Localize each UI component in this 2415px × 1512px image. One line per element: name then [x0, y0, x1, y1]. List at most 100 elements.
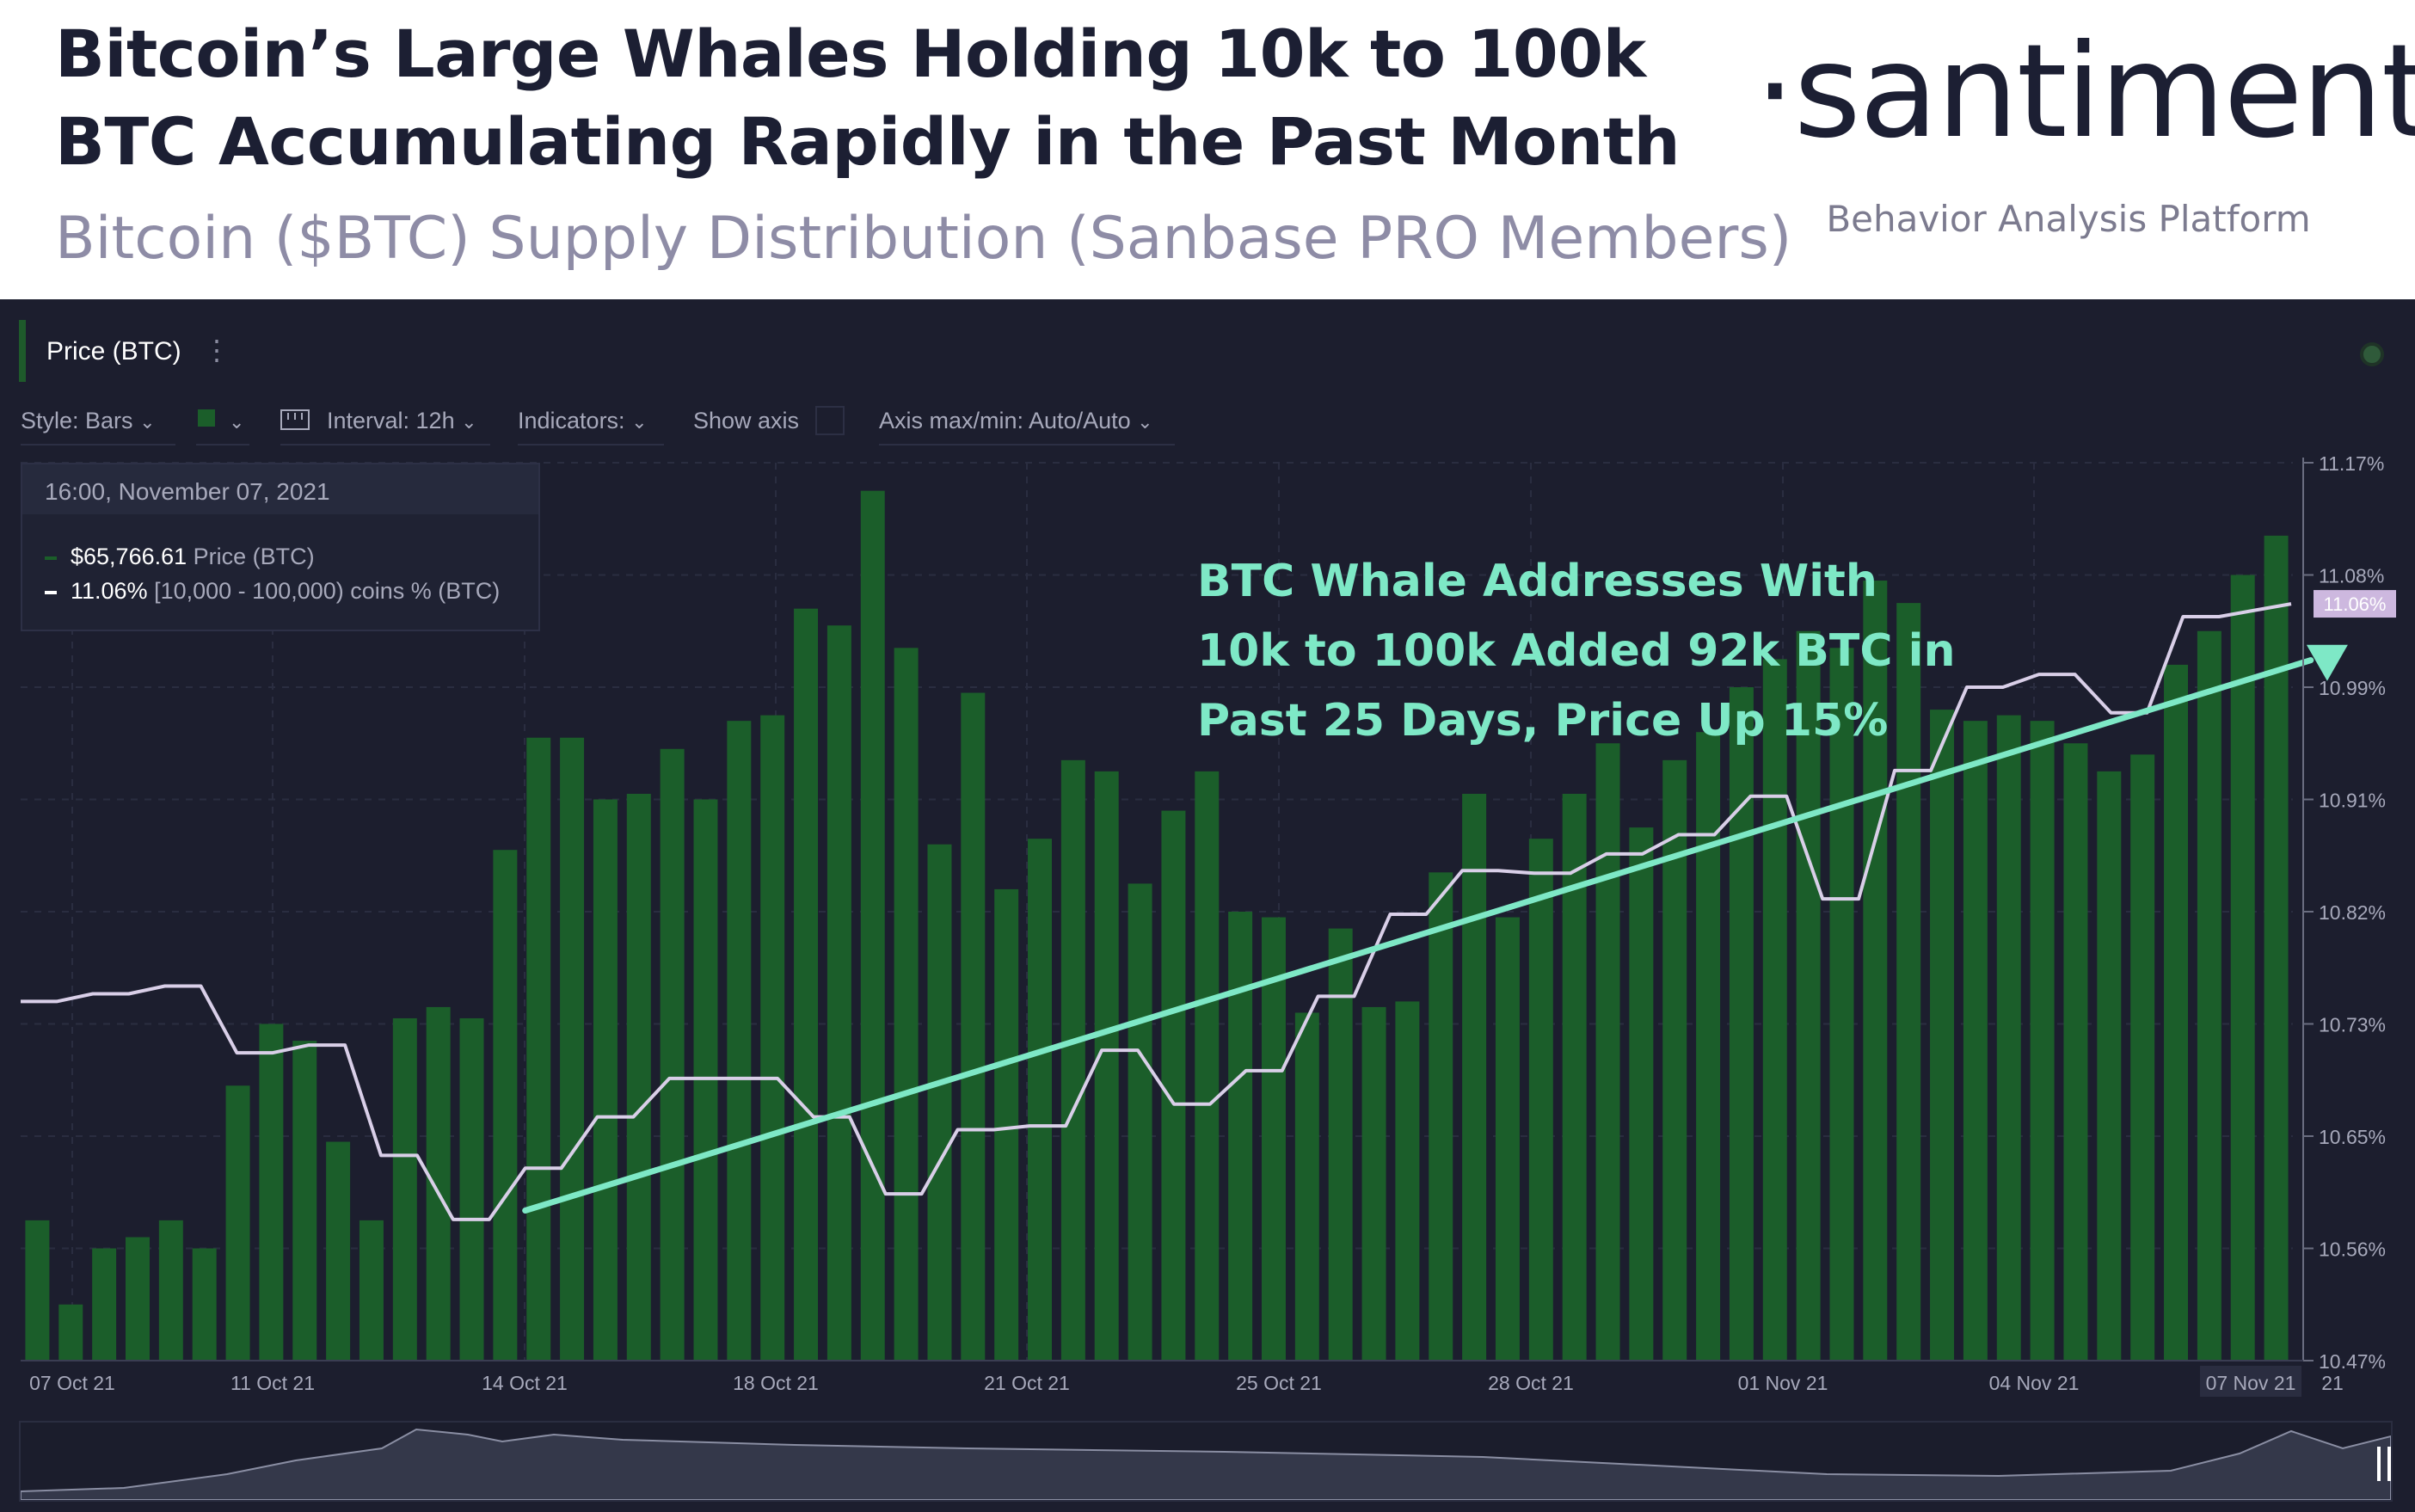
- price-bar: [1796, 630, 1821, 1361]
- x-tick-label: 11 Oct 21: [230, 1372, 315, 1394]
- price-bar: [125, 1237, 150, 1361]
- price-bar: [1729, 687, 1754, 1361]
- price-bar: [92, 1248, 117, 1361]
- price-bar: [1328, 928, 1353, 1361]
- page-title-line1: Bitcoin’s Large Whales Holding 10k to 10…: [55, 15, 1646, 92]
- navigator-handle[interactable]: [2377, 1447, 2391, 1481]
- show-axis-toggle[interactable]: Show axis: [693, 408, 799, 434]
- y-tick-label: 10.91%: [2319, 790, 2386, 812]
- price-bar: [827, 625, 851, 1361]
- price-bar: [2063, 743, 2088, 1361]
- price-bar: [58, 1304, 83, 1361]
- whale-line: [21, 602, 2292, 1221]
- color-swatch[interactable]: [198, 409, 215, 427]
- navigator-line: [20, 1428, 2392, 1501]
- price-bar: [1060, 759, 1085, 1361]
- chart-annotation: BTC Whale Addresses With 10k to 100k Add…: [1197, 547, 1956, 756]
- price-bar: [760, 715, 785, 1361]
- price-bar: [1429, 872, 1453, 1361]
- indicators-dropdown[interactable]: Indicators: ⌄: [518, 408, 648, 434]
- axis-minmax-dropdown[interactable]: Axis max/min: Auto/Auto ⌄: [879, 408, 1153, 434]
- more-vertical-icon[interactable]: ⋮: [203, 335, 230, 366]
- price-bar: [1930, 710, 1955, 1361]
- price-bar: [1028, 839, 1053, 1361]
- x-tick-label: 18 Oct 21: [733, 1372, 819, 1394]
- price-bar: [894, 648, 919, 1361]
- price-bar: [1829, 648, 1854, 1361]
- tooltip-pct-label: [10,000 - 100,000) coins % (BTC): [154, 578, 501, 604]
- price-bar: [1963, 721, 1988, 1361]
- price-bar: [2230, 575, 2255, 1361]
- price-bar: [1696, 732, 1721, 1361]
- tooltip-pct-row: 11.06% [10,000 - 100,000) coins % (BTC): [45, 578, 500, 605]
- price-bar: [426, 1006, 451, 1361]
- price-bar: [259, 1023, 284, 1361]
- divider: [879, 444, 1175, 446]
- trend-arrowhead: [2306, 644, 2348, 681]
- annotation-line1: BTC Whale Addresses With: [1197, 556, 1877, 607]
- axis-minmax-label: Axis max/min: Auto/Auto: [879, 408, 1131, 433]
- y-tick-label: 10.56%: [2319, 1238, 2386, 1261]
- price-bar: [1361, 1006, 1386, 1361]
- chevron-down-icon: ⌄: [1137, 411, 1153, 433]
- price-bar: [2130, 754, 2155, 1361]
- tab-label: Price (BTC): [46, 337, 181, 366]
- header: Bitcoin’s Large Whales Holding 10k to 10…: [0, 0, 2415, 299]
- whale-pct-line: [21, 602, 2292, 1221]
- divider: [21, 444, 175, 446]
- x-tick-label: 04 Nov 21: [1989, 1372, 2080, 1394]
- price-bar: [359, 1220, 384, 1361]
- style-label: Style: Bars: [21, 408, 133, 433]
- x-tick-label: 28 Oct 21: [1488, 1372, 1574, 1394]
- current-value-label: 11.06%: [2324, 593, 2387, 615]
- price-legend-mark: [45, 556, 57, 560]
- x-tick-label: 14 Oct 21: [482, 1372, 568, 1394]
- ruler-icon: [280, 409, 310, 430]
- price-bar: [158, 1220, 183, 1361]
- price-bar: [1896, 603, 1921, 1361]
- price-bar: [1762, 659, 1787, 1361]
- status-dot-icon: [2360, 342, 2384, 366]
- y-tick-label: 10.99%: [2319, 677, 2386, 699]
- tooltip-pct-value: 11.06%: [71, 578, 148, 604]
- price-bar: [1595, 743, 1620, 1361]
- price-bar: [392, 1017, 417, 1361]
- chevron-down-icon: ⌄: [631, 411, 648, 433]
- price-bar: [1094, 771, 1119, 1361]
- price-bar: [1662, 759, 1687, 1361]
- page-title-line2: BTC Accumulating Rapidly in the Past Mon…: [55, 103, 1681, 180]
- style-dropdown[interactable]: Style: Bars ⌄: [21, 408, 156, 434]
- interval-dropdown[interactable]: Interval: 12h ⌄: [327, 408, 477, 434]
- divider: [280, 444, 490, 446]
- annotation-line3: Past 25 Days, Price Up 15%: [1197, 695, 1889, 747]
- price-bar: [1261, 917, 1286, 1361]
- price-bar: [927, 844, 952, 1361]
- price-bar: [225, 1085, 250, 1361]
- price-bar: [292, 1041, 317, 1361]
- price-bar: [1128, 883, 1152, 1361]
- show-axis-checkbox[interactable]: [815, 406, 845, 435]
- color-dropdown[interactable]: ⌄: [229, 408, 244, 434]
- annotation-line2: 10k to 100k Added 92k BTC in: [1197, 625, 1956, 677]
- interval-label: Interval: 12h: [327, 408, 455, 433]
- y-tick-label: 10.73%: [2319, 1014, 2386, 1036]
- show-axis-label: Show axis: [693, 408, 800, 433]
- trend-arrow: [522, 644, 2348, 1214]
- price-bar: [1996, 715, 2021, 1361]
- price-bar: [493, 850, 518, 1361]
- navigator-sparkline: [20, 1428, 2392, 1501]
- range-navigator[interactable]: [19, 1421, 2393, 1502]
- price-bar: [2197, 630, 2221, 1361]
- price-bar: [961, 692, 986, 1361]
- price-bar: [2097, 771, 2122, 1361]
- chevron-down-icon: ⌄: [461, 411, 477, 433]
- price-bar: [1294, 1012, 1319, 1361]
- price-bars: [25, 490, 2289, 1361]
- price-bar: [1228, 912, 1253, 1361]
- tab-price-btc[interactable]: Price (BTC): [19, 320, 206, 382]
- chart-tooltip: 16:00, November 07, 2021 $65,766.61 Pric…: [21, 463, 540, 631]
- price-bar: [1863, 581, 1888, 1361]
- divider: [518, 444, 664, 446]
- price-bar: [593, 799, 618, 1361]
